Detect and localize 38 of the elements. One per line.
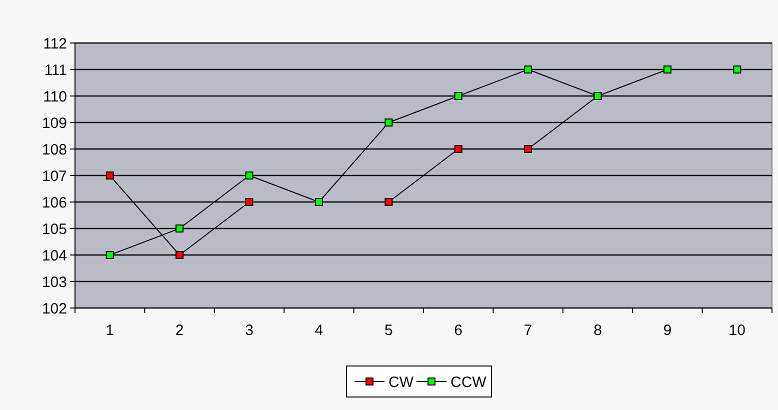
point [176,251,184,259]
point [384,118,393,126]
point [524,66,532,74]
point [106,251,114,259]
point [314,198,323,206]
legend-label: CW [388,374,414,391]
x-tick-label: 10 [728,322,746,339]
x-tick-label: 9 [663,322,672,339]
y-tick-label: 104 [42,247,67,264]
y-tick-label: 102 [42,300,67,318]
y-tick-label: 111 [44,62,67,79]
point [524,145,532,153]
point [733,66,742,74]
point [176,224,184,232]
y-tick-label: 112 [43,35,67,52]
point [384,198,393,206]
y-tick-label: 106 [42,194,67,212]
y-tick-label: 108 [42,141,67,158]
x-tick-label: 8 [594,322,602,339]
point [454,92,462,100]
x-tick-label: 2 [175,322,184,339]
y-tick-label: 105 [42,220,67,238]
point [454,145,462,153]
legend-label: CCW [450,374,488,391]
x-tick-label: 4 [314,322,324,339]
x-tick-label: 7 [524,322,532,339]
x-tick-label: 6 [454,322,463,339]
x-tick-label: 5 [384,322,393,339]
point [245,172,254,180]
point [245,198,254,206]
x-tick-label: 3 [245,322,254,339]
point [663,66,672,74]
y-tick-label: 103 [42,274,67,291]
x-tick-label: 1 [106,322,114,339]
y-tick-label: 107 [42,168,67,185]
y-tick-label: 110 [43,88,67,106]
point [106,172,114,180]
y-tick-label: 109 [42,114,67,132]
